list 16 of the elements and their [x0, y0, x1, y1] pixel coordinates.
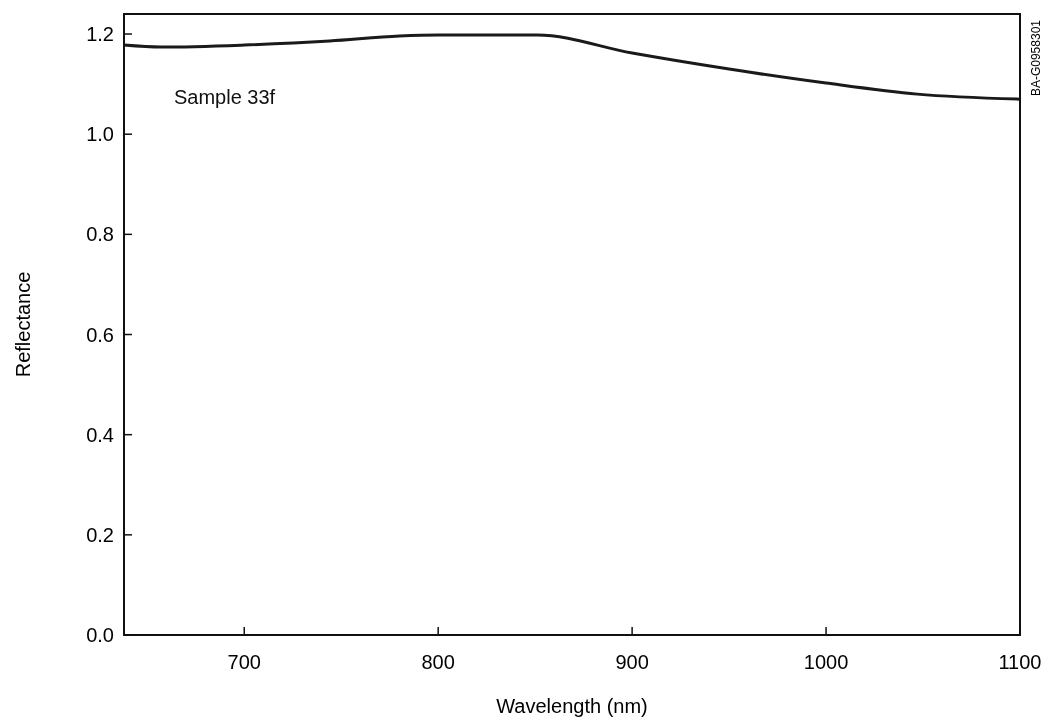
y-tick-label: 0.0 — [86, 624, 114, 646]
x-tick-label: 1000 — [803, 651, 849, 673]
text: BA-G0958301 — [1029, 19, 1043, 97]
x-tick-label: 900 — [615, 651, 649, 673]
x-tick-label: 1100 — [998, 651, 1042, 673]
y-tick-label: 1.2 — [86, 23, 114, 46]
x-tick-label: 800 — [421, 651, 455, 673]
y-tick-label: 0.4 — [86, 423, 114, 446]
y-tick-label: 0.6 — [86, 323, 114, 346]
y-tick-label: 0.2 — [86, 523, 114, 546]
x-axis-title: Wavelength (nm) — [496, 695, 648, 717]
y-tick-label: 0.8 — [86, 223, 114, 246]
x-tick-label: 700 — [227, 651, 261, 673]
y-tick-label: 1.0 — [86, 123, 114, 146]
series-label: Sample 33f — [174, 86, 276, 108]
y-axis-title: Reflectance — [12, 271, 34, 378]
